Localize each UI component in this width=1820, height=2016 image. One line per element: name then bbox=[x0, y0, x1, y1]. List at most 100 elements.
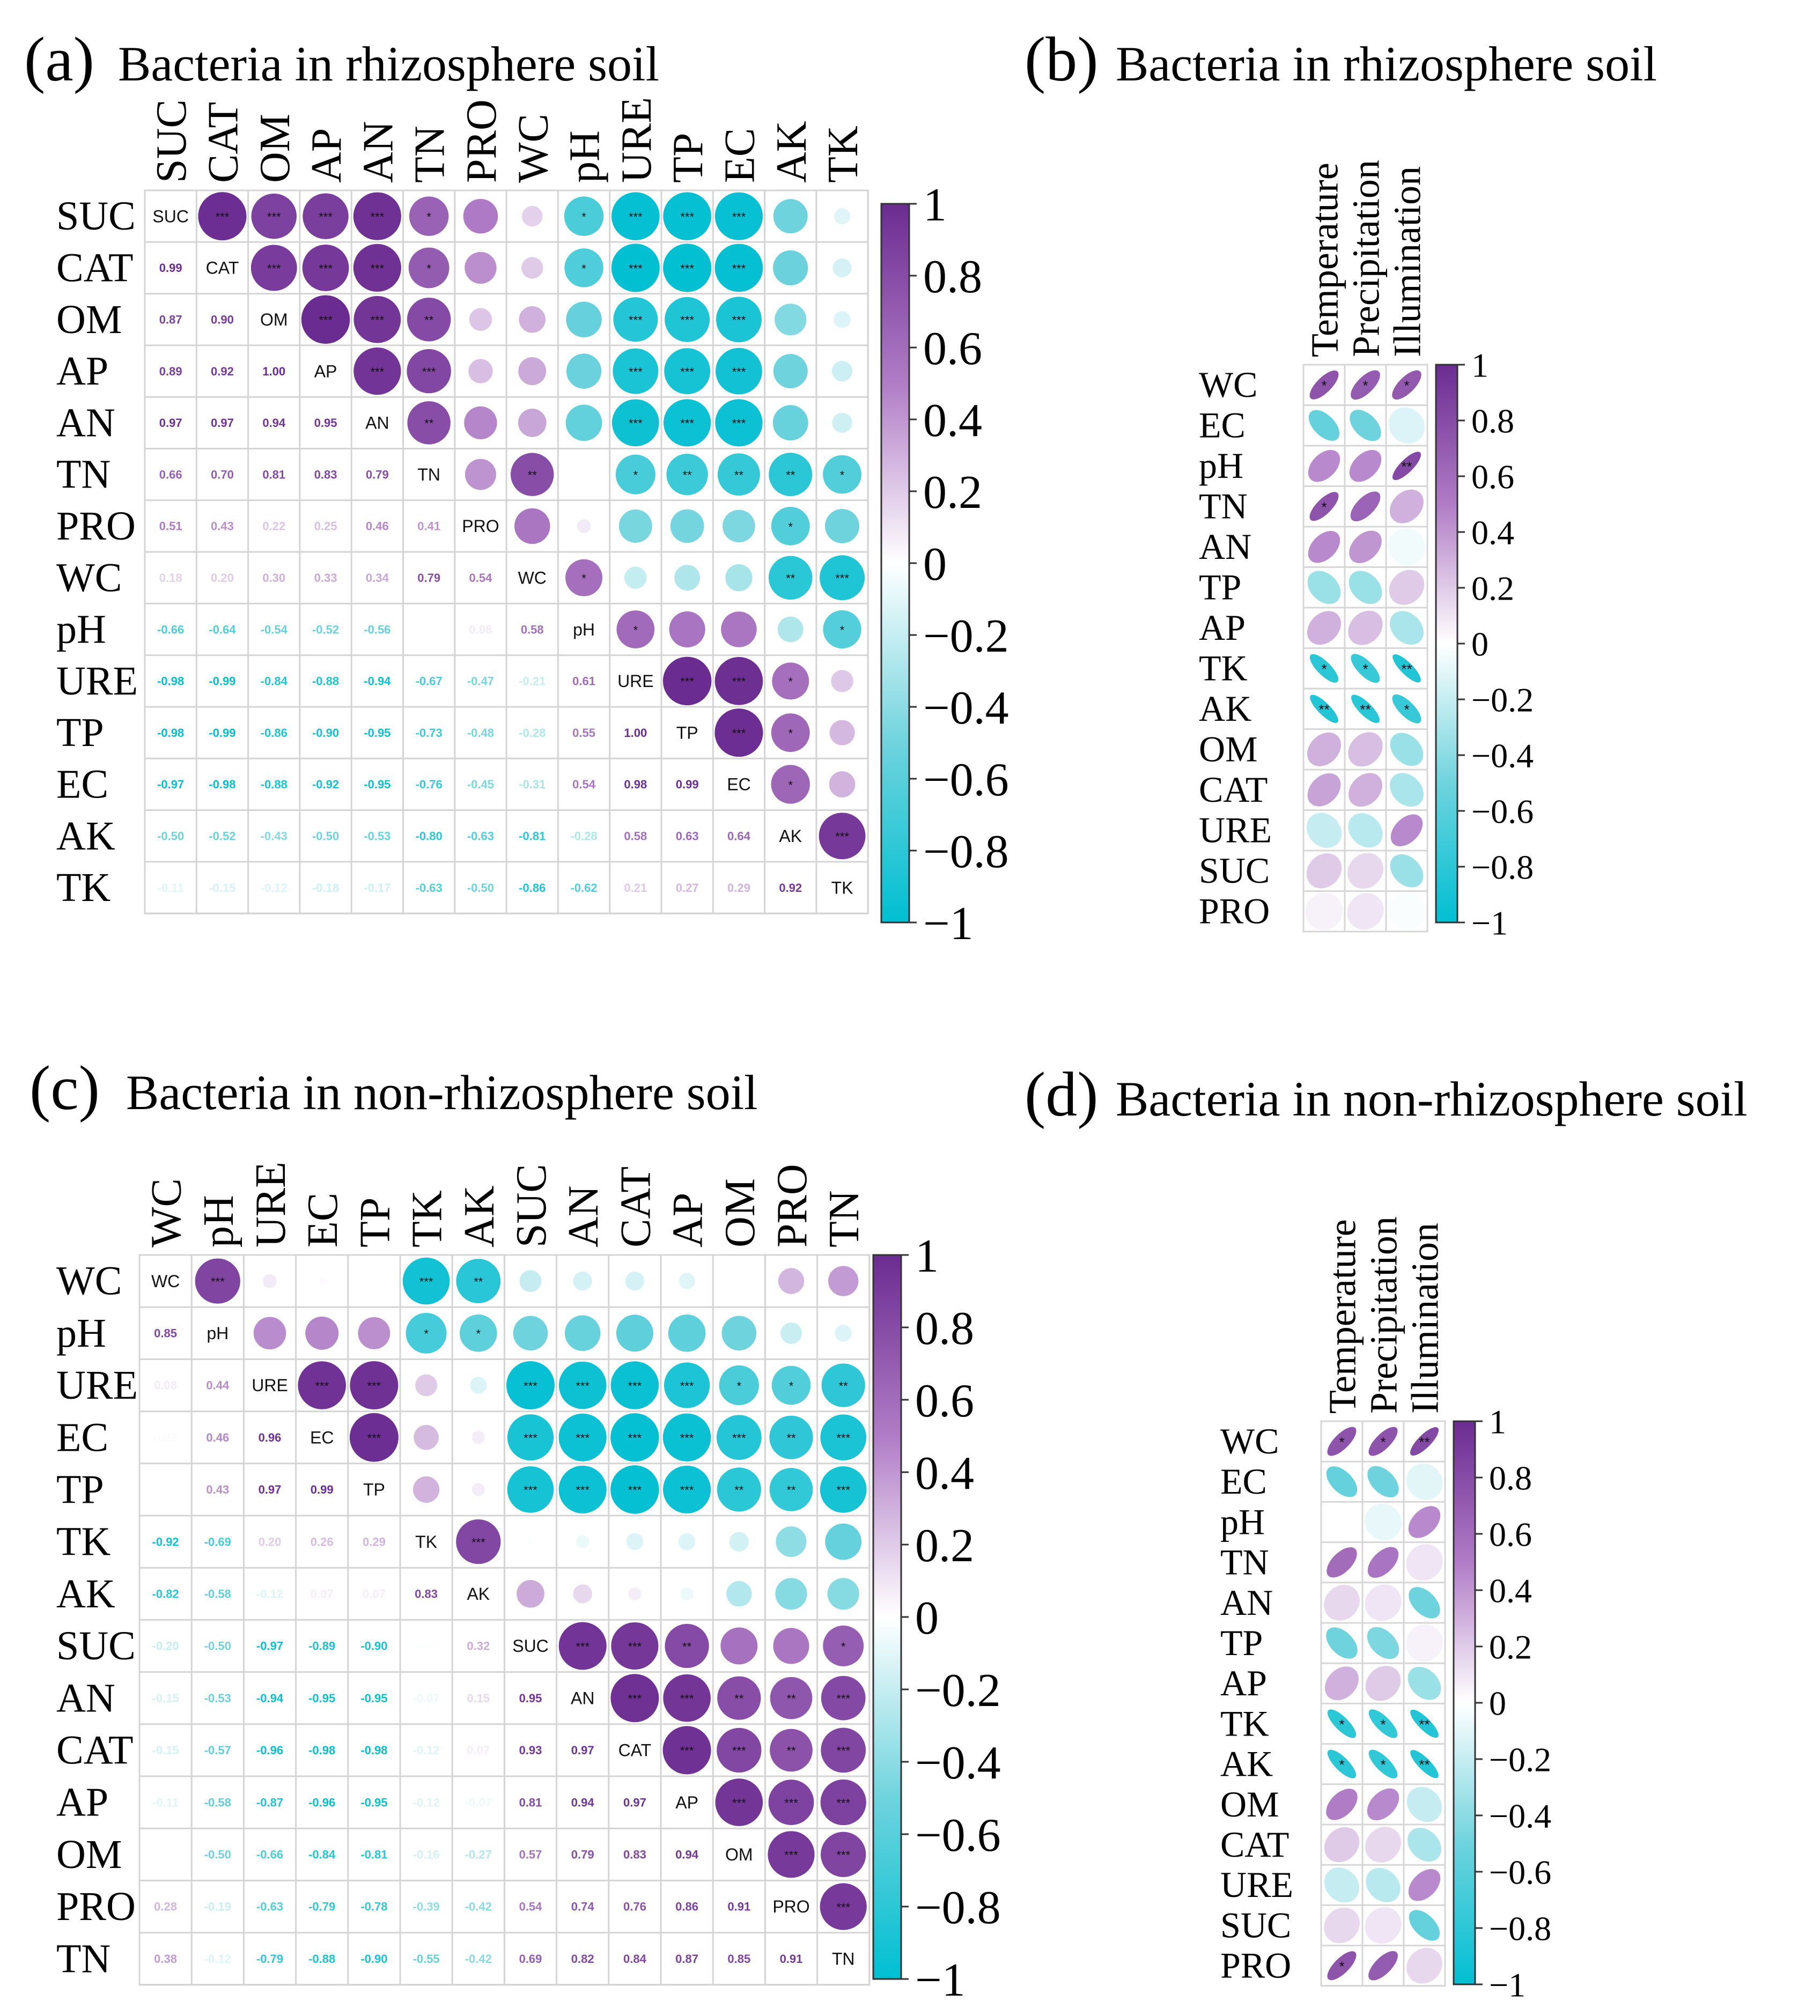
significance-stars: ** bbox=[734, 468, 744, 482]
correlation-circle bbox=[834, 311, 851, 328]
significance-stars: ** bbox=[424, 417, 434, 430]
correlation-circle bbox=[507, 1466, 554, 1513]
correlation-value: -0.95 bbox=[360, 1692, 387, 1705]
correlation-circle bbox=[518, 357, 547, 386]
colorbar-tick-label: 0.4 bbox=[1471, 513, 1514, 551]
correlation-value: -0.42 bbox=[465, 1952, 492, 1966]
column-label: EC bbox=[299, 1193, 347, 1247]
correlation-circle bbox=[821, 1832, 866, 1877]
significance-stars: *** bbox=[576, 1640, 590, 1653]
correlation-circle bbox=[820, 1414, 867, 1461]
correlation-value: 0.89 bbox=[159, 365, 182, 378]
correlation-circle bbox=[407, 349, 451, 394]
correlation-circle bbox=[663, 1674, 711, 1722]
correlation-circle bbox=[769, 556, 813, 600]
column-label: EC bbox=[716, 128, 763, 183]
panel-title: Bacteria in non-rhizosphere soil bbox=[126, 1065, 758, 1120]
correlation-value: -0.53 bbox=[364, 829, 390, 843]
colorbar-tick-label: 1 bbox=[1471, 346, 1489, 384]
correlation-circle bbox=[770, 1729, 813, 1772]
correlation-value: 0.54 bbox=[572, 778, 596, 791]
correlation-value: -0.19 bbox=[204, 1900, 231, 1914]
diagonal-label: pH bbox=[573, 620, 595, 639]
significance-stars: * bbox=[788, 727, 793, 740]
row-label: TK bbox=[1220, 1703, 1269, 1744]
correlation-ellipse bbox=[1324, 1585, 1360, 1621]
correlation-ellipse bbox=[1392, 452, 1421, 481]
correlation-value: -0.62 bbox=[570, 881, 597, 895]
significance-stars: * bbox=[737, 1379, 742, 1393]
correlation-value: -0.12 bbox=[256, 1587, 283, 1601]
correlation-value: -0.97 bbox=[256, 1640, 283, 1653]
significance-stars: *** bbox=[784, 1796, 798, 1810]
correlation-value: -0.54 bbox=[261, 623, 288, 636]
diagonal-label: AK bbox=[467, 1584, 490, 1604]
colorbar-tick-label: −0.8 bbox=[923, 826, 1009, 878]
row-label: TP bbox=[1199, 567, 1241, 608]
row-label: EC bbox=[56, 1415, 108, 1460]
correlation-ellipse bbox=[1410, 1427, 1439, 1456]
correlation-value: -0.81 bbox=[519, 829, 546, 843]
column-label: TK bbox=[820, 125, 867, 183]
correlation-ellipse bbox=[1348, 610, 1383, 645]
correlation-value: 0.46 bbox=[366, 520, 389, 533]
correlation-value: 0.96 bbox=[259, 1431, 282, 1444]
significance-stars: *** bbox=[216, 210, 230, 224]
correlation-value: -0.66 bbox=[256, 1848, 283, 1862]
correlation-circle bbox=[468, 359, 493, 383]
significance-stars: ** bbox=[1360, 701, 1370, 718]
row-label: TK bbox=[1199, 648, 1248, 689]
correlation-value: 0.58 bbox=[624, 829, 647, 843]
correlation-value: -0.84 bbox=[308, 1848, 336, 1862]
correlation-ellipse bbox=[1408, 1666, 1441, 1700]
correlation-circle bbox=[776, 1526, 807, 1557]
significance-stars: * bbox=[840, 468, 845, 482]
row-label: WC bbox=[1220, 1421, 1279, 1461]
significance-stars: * bbox=[424, 1327, 429, 1341]
correlation-circle bbox=[573, 1584, 592, 1604]
correlation-circle bbox=[263, 1274, 277, 1288]
row-label: WC bbox=[1199, 364, 1258, 405]
correlation-value: 0.38 bbox=[154, 1952, 177, 1966]
correlation-value: 0.54 bbox=[519, 1900, 543, 1914]
correlation-circle bbox=[566, 301, 602, 338]
correlation-value: -0.66 bbox=[157, 623, 184, 636]
correlation-ellipse bbox=[1327, 1709, 1357, 1738]
significance-stars: *** bbox=[629, 314, 643, 327]
correlation-ellipse bbox=[1409, 1587, 1440, 1619]
correlation-value: 0.20 bbox=[259, 1535, 282, 1548]
significance-stars: ** bbox=[1401, 661, 1412, 677]
correlation-value: -0.15 bbox=[209, 881, 235, 895]
significance-stars: *** bbox=[524, 1379, 537, 1393]
correlation-value: -0.50 bbox=[312, 829, 339, 843]
significance-stars: *** bbox=[419, 1275, 433, 1288]
correlation-circle bbox=[778, 1268, 805, 1294]
correlation-value: 0.97 bbox=[159, 416, 182, 430]
diagonal-label: pH bbox=[207, 1324, 229, 1343]
correlation-value: -0.07 bbox=[413, 1692, 440, 1705]
panel-label: (b) bbox=[1025, 24, 1099, 94]
row-label: TN bbox=[56, 1936, 110, 1981]
significance-stars: *** bbox=[732, 1796, 746, 1810]
significance-stars: *** bbox=[732, 262, 746, 275]
correlation-value: -0.98 bbox=[308, 1744, 335, 1757]
correlation-value: 0.27 bbox=[676, 881, 699, 895]
correlation-ellipse bbox=[1349, 530, 1382, 564]
column-label: OM bbox=[252, 114, 299, 183]
correlation-value: 0.22 bbox=[262, 520, 285, 533]
correlation-value: -0.07 bbox=[465, 1796, 492, 1809]
correlation-circle bbox=[514, 508, 550, 544]
row-label: AK bbox=[1199, 688, 1251, 729]
correlation-ellipse bbox=[1309, 654, 1339, 683]
correlation-circle bbox=[835, 1324, 852, 1342]
correlation-circle bbox=[616, 1315, 653, 1352]
correlation-value: 0.99 bbox=[159, 261, 182, 275]
significance-stars: * bbox=[1380, 1434, 1386, 1450]
correlation-circle bbox=[250, 245, 297, 291]
significance-stars: *** bbox=[371, 210, 385, 224]
colorbar-tick-label: 0.8 bbox=[1489, 1459, 1532, 1497]
correlation-circle bbox=[611, 192, 660, 240]
correlation-circle bbox=[775, 1578, 807, 1610]
column-label: AN bbox=[355, 121, 402, 183]
correlation-value: -0.78 bbox=[360, 1900, 387, 1914]
